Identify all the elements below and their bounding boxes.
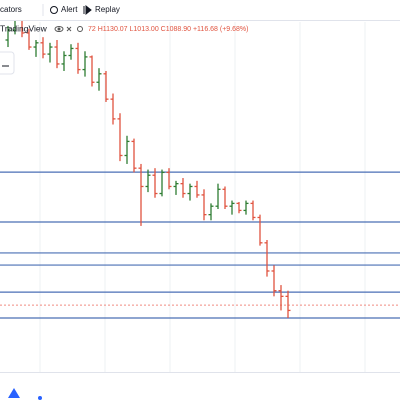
replay-label: Replay bbox=[95, 5, 120, 14]
replay-icon bbox=[83, 4, 92, 16]
scroll-marker bbox=[38, 396, 42, 400]
legend-source: TradingView bbox=[0, 23, 48, 33]
logo bbox=[8, 388, 20, 398]
alert-label: Alert bbox=[61, 5, 78, 14]
legend-icons bbox=[54, 26, 83, 32]
collapse-button[interactable] bbox=[0, 51, 15, 75]
vertical-grid bbox=[39, 22, 366, 372]
alert-button[interactable]: Alert bbox=[50, 5, 79, 14]
replay-button[interactable]: Replay bbox=[83, 4, 120, 16]
toolbar bbox=[0, 0, 400, 20]
alert-icon bbox=[50, 6, 58, 14]
indicators-button[interactable]: cators bbox=[0, 5, 22, 14]
legend-ohlc: 72 H1130.07 L1013.00 C1088.90 +116.68 (+… bbox=[88, 26, 248, 33]
